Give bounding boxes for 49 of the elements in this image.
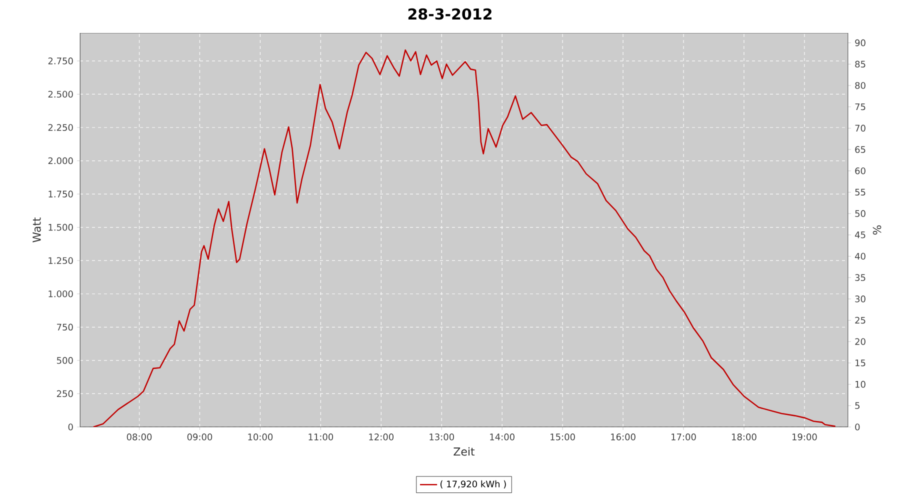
y2-tick-label: 45	[854, 232, 866, 238]
legend-label: ( 17,920 kWh )	[440, 480, 506, 488]
y2-tick-label: 5	[855, 402, 860, 409]
y2-tick-label: 35	[855, 274, 866, 281]
x-tick-label: 13:00	[430, 434, 454, 440]
y-axis-title: Watt	[32, 217, 41, 242]
y2-tick-label: 30	[855, 296, 866, 302]
y2-tick-label: 55	[855, 188, 866, 196]
y2-tick-label: 90	[855, 39, 866, 46]
y-tick-label: 500	[56, 357, 73, 364]
y-tick-label: 750	[57, 324, 73, 331]
y2-tick-label: 40	[854, 252, 866, 260]
y2-tick-label: 50	[855, 210, 866, 217]
y2-tick-label: 65	[855, 146, 866, 153]
y2-tick-label: 85	[855, 60, 866, 68]
y2-tick-label: 80	[855, 82, 866, 89]
x-tick-label: 16:00	[611, 434, 636, 440]
x-tick-label: 11:00	[308, 434, 334, 440]
y-tick-label: 2.750	[48, 58, 73, 64]
x-tick-label: 10:00	[248, 434, 273, 440]
y2-tick-label: 20	[855, 338, 866, 346]
x-tick-label: 15:00	[550, 434, 575, 440]
x-axis-title: Zeit	[454, 447, 475, 456]
y2-tick-label: 10	[856, 380, 866, 388]
y2-tick-label: 75	[855, 104, 866, 110]
y2-axis-title: %	[872, 225, 882, 235]
line-series	[92, 49, 836, 427]
y2-tick-label: 15	[856, 360, 866, 366]
y-tick-label: 2.500	[48, 90, 73, 98]
x-tick-label: 09:00	[187, 434, 212, 440]
y-tick-label: 250	[56, 390, 73, 398]
x-tick-label: 08:00	[126, 434, 152, 440]
y-tick-label: 1.250	[48, 257, 73, 264]
y-tick-label: 2.250	[48, 124, 73, 131]
x-tick-label: 12:00	[369, 434, 394, 440]
x-tick-label: 19:00	[792, 434, 817, 440]
y2-tick-label: 60	[855, 167, 866, 174]
y2-tick-label: 70	[855, 124, 866, 132]
y-tick-label: 2.000	[48, 157, 73, 164]
chart-title: 28-3-2012	[408, 8, 492, 20]
x-tick-label: 14:00	[490, 434, 514, 440]
y-tick-label: 0	[68, 424, 73, 430]
x-tick-label: 17:00	[672, 434, 696, 440]
x-tick-label: 18:00	[732, 434, 756, 440]
y2-tick-label: 25	[855, 316, 866, 324]
y-tick-label: 1.000	[48, 290, 73, 298]
y-tick-label: 1.750	[48, 190, 73, 198]
y-tick-label: 1.500	[48, 224, 73, 231]
y2-tick-label: 0	[855, 424, 860, 430]
